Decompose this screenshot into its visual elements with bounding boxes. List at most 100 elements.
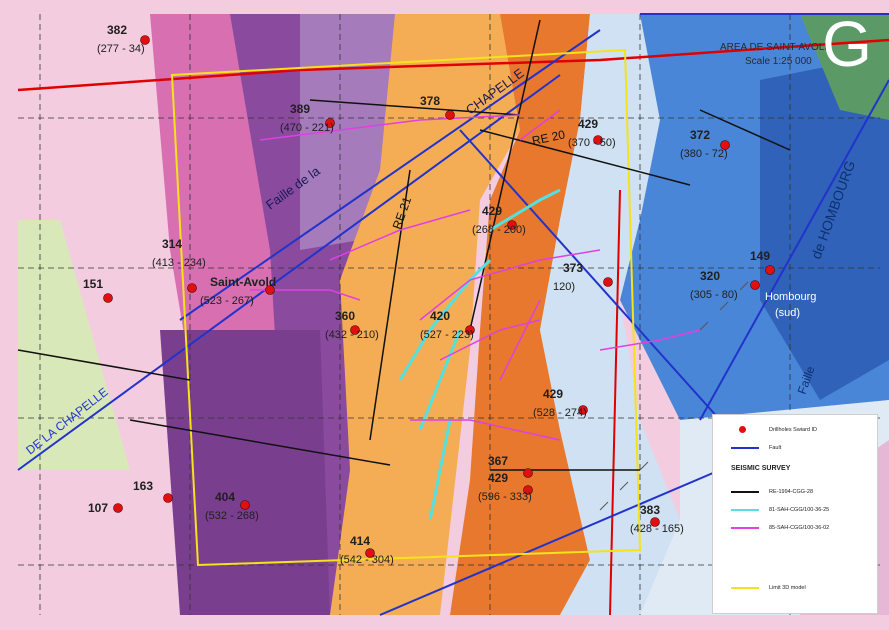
borehole-labels: 382 (277 - 34) 378 389 (470 - 221) 372 (380 - … xyxy=(83,23,770,566)
borehole-id-label: 314 xyxy=(162,237,182,251)
borehole-range-label: (532 - 268) xyxy=(205,510,259,522)
borehole-dot xyxy=(523,485,533,495)
borehole-range-label: 120) xyxy=(553,281,575,293)
borehole-id-label: 149 xyxy=(750,249,770,263)
borehole-id-label: 373 xyxy=(563,261,583,275)
borehole-id-label: 382 xyxy=(107,23,127,37)
borehole-dot xyxy=(507,220,517,230)
dark-blue-band xyxy=(760,60,889,400)
dark-orange-band xyxy=(450,14,590,615)
borehole-dot xyxy=(187,283,197,293)
borehole-id-label: 429 xyxy=(578,117,598,131)
borehole-dot xyxy=(163,493,173,503)
borehole-range-label: (305 - 80) xyxy=(690,289,738,301)
borehole-id-label: Saint-Avold xyxy=(210,275,276,289)
borehole-id-label: 429 xyxy=(488,471,508,485)
limit-line-icon xyxy=(731,587,759,589)
borehole-dot xyxy=(593,135,603,145)
borehole-dot xyxy=(523,468,533,478)
borehole-range-label: (470 - 221) xyxy=(280,122,334,134)
borehole-range-label: (596 - 333) xyxy=(478,491,532,503)
borehole-range-label: (432 - 210) xyxy=(325,329,379,341)
borehole-markers xyxy=(103,35,775,558)
legend-row-s3: 85-SAH-CGG/100-36-02 xyxy=(713,521,877,535)
seismic-81-lines xyxy=(398,188,561,521)
legend-row-s2: 81-SAH-CGG/100-36-25 xyxy=(713,503,877,517)
seismic-re1994-lines xyxy=(17,19,791,471)
borehole-id-label: 320 xyxy=(700,269,720,283)
borehole-dot xyxy=(765,265,775,275)
legend-boreholes: Drillholes Swiard ID xyxy=(769,427,817,433)
fault-lines xyxy=(17,13,889,616)
borehole-id-label: 383 xyxy=(640,503,660,517)
legend-seismic-title: SEISMIC SURVEY xyxy=(731,465,791,472)
borehole-dot xyxy=(325,118,335,128)
legend: Drillholes Swiard ID Fault SEISMIC SURVE… xyxy=(712,414,878,614)
borehole-id-label: 420 xyxy=(430,309,450,323)
legend-row-limit: Limit 3D model xyxy=(713,581,877,595)
borehole-id-label: 389 xyxy=(290,102,310,116)
borehole-range-label: (277 - 34) xyxy=(97,43,145,55)
borehole-range-label: (527 - 223) xyxy=(420,329,474,341)
borehole-range-label: (268 - 200) xyxy=(472,224,526,236)
borehole-id-label: 107 xyxy=(88,501,108,515)
borehole-range-label: (523 - 267) xyxy=(200,295,254,307)
borehole-dot xyxy=(445,110,455,120)
legend-row-s1: RE-1994-CGG-28 xyxy=(713,485,877,499)
borehole-dot xyxy=(720,140,730,150)
borehole-range-label: (413 - 234) xyxy=(152,257,206,269)
re20-label: RE 20 xyxy=(531,127,567,148)
fault-line-icon xyxy=(731,447,759,449)
orange-zone xyxy=(330,14,520,615)
borehole-id-label: 429 xyxy=(543,387,563,401)
legend-s1: RE-1994-CGG-28 xyxy=(769,489,814,495)
borehole-id-label: 429 xyxy=(482,204,502,218)
sud-label: (sud) xyxy=(775,307,800,319)
legend-row-boreholes: Drillholes Swiard ID xyxy=(713,423,877,437)
seismic-85-lines xyxy=(250,109,701,441)
borehole-dot xyxy=(350,325,360,335)
hombourg-label: Hombourg xyxy=(765,291,816,303)
borehole-id-label: 414 xyxy=(350,534,370,548)
borehole-icon xyxy=(739,426,746,433)
legend-row-fault: Fault xyxy=(713,441,877,455)
borehole-dot xyxy=(578,405,588,415)
borehole-dot xyxy=(240,500,250,510)
borehole-id-label: 163 xyxy=(133,479,153,493)
borehole-dot xyxy=(113,503,123,513)
seismic-line-icon xyxy=(731,491,759,493)
borehole-id-label: 372 xyxy=(690,128,710,142)
borehole-range-label: (528 - 274) xyxy=(533,407,587,419)
borehole-range-label: (380 - 72) xyxy=(680,148,728,160)
borehole-dot xyxy=(650,517,660,527)
red-boundary-line xyxy=(17,38,889,92)
red-vertical-line xyxy=(609,189,621,616)
area-title: AREA DE SAINT-AVOLD xyxy=(720,42,832,53)
borehole-dot xyxy=(140,35,150,45)
borehole-dot xyxy=(265,285,275,295)
legend-s2: 81-SAH-CGG/100-36-25 xyxy=(769,507,830,513)
seismic-line-icon xyxy=(731,509,759,511)
borehole-dot xyxy=(103,293,113,303)
borehole-range-label: (542 - 304) xyxy=(340,554,394,566)
borehole-dot xyxy=(465,325,475,335)
limit-3d-box xyxy=(170,48,642,567)
fault-hatching xyxy=(599,281,749,511)
borehole-range-label: (428 - 165) xyxy=(630,523,684,535)
dark-purple-zone xyxy=(160,330,330,615)
borehole-dot xyxy=(603,277,613,287)
borehole-id-label: 360 xyxy=(335,309,355,323)
borehole-dot xyxy=(365,548,375,558)
borehole-id-label: 378 xyxy=(420,94,440,108)
borehole-id-label: 151 xyxy=(83,277,103,291)
seismic-line-icon xyxy=(731,527,759,529)
borehole-range-label: (370 - 50) xyxy=(568,137,616,149)
borehole-id-label: 404 xyxy=(215,490,235,504)
borehole-id-label: 367 xyxy=(488,454,508,468)
scale-text: Scale 1:25 000 xyxy=(745,56,812,67)
legend-limit: Limit 3D model xyxy=(769,585,806,591)
panel-letter: G xyxy=(822,8,872,80)
green-zone xyxy=(18,220,130,470)
